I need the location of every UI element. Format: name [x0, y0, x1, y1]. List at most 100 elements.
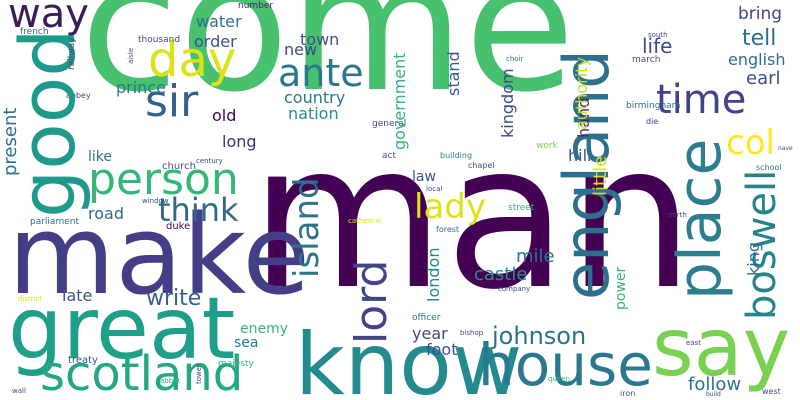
word-window: window	[142, 197, 169, 205]
word-old: old	[212, 106, 237, 125]
word-wall: wall	[12, 387, 26, 395]
word-long: long	[222, 132, 257, 151]
word-life: life	[642, 34, 673, 58]
word-number: number	[238, 1, 274, 11]
word-stand: stand	[444, 51, 463, 96]
word-aisle: aisle	[127, 47, 135, 64]
word-bishop: bishop	[460, 329, 484, 337]
word-duke: duke	[166, 221, 191, 232]
word-french: french	[20, 27, 49, 37]
word-road: road	[88, 204, 124, 223]
word-sea: sea	[234, 335, 259, 351]
word-english: english	[728, 50, 786, 69]
word-foot: foot	[426, 340, 458, 359]
word-place: place	[665, 138, 735, 300]
word-kingdom: kingdom	[498, 68, 517, 138]
word-think: think	[158, 191, 239, 229]
word-act: act	[382, 151, 396, 161]
word-day: day	[148, 32, 237, 88]
word-late: late	[62, 286, 93, 305]
word-tower: tower	[195, 364, 203, 384]
word-abbey: abbey	[66, 91, 91, 100]
word-lady: lady	[414, 187, 486, 227]
word-die: die	[646, 117, 659, 126]
word-chapel: chapel	[468, 161, 495, 170]
word-power: power	[613, 266, 629, 310]
word-bring: bring	[738, 4, 783, 24]
word-col: col	[726, 123, 775, 163]
word-company: company	[498, 285, 531, 293]
word-local: local	[426, 185, 443, 193]
word-iron: iron	[620, 389, 636, 398]
word-church: church	[162, 161, 196, 172]
word-queen: queen	[548, 375, 570, 383]
word-great: great	[8, 279, 236, 379]
word-abbot: abbot	[160, 377, 181, 385]
word-sir: sir	[145, 76, 199, 127]
word-nation: nation	[288, 104, 339, 123]
word-forest: forest	[436, 225, 460, 234]
word-new: new	[284, 40, 318, 59]
word-order: order	[194, 32, 237, 51]
word-parliament: parliament	[30, 217, 79, 227]
word-march: march	[632, 55, 661, 65]
word-treaty: treaty	[68, 355, 98, 366]
word-like: like	[88, 149, 113, 165]
word-choir: choir	[506, 55, 524, 63]
word-earl: earl	[746, 68, 781, 89]
word-town: town	[300, 30, 340, 49]
word-work: work	[536, 141, 558, 151]
word-year: year	[412, 324, 448, 343]
word-west: west	[762, 387, 781, 396]
word-law: law	[412, 169, 436, 185]
word-ante: ante	[278, 51, 364, 95]
word-say: say	[652, 301, 791, 394]
word-railway: railway	[67, 37, 77, 70]
word-government: government	[390, 52, 409, 150]
word-majesty: majesty	[218, 359, 254, 369]
word-scotland: scotland	[40, 346, 244, 400]
word-street: street	[508, 203, 535, 213]
word-build: build	[706, 391, 721, 398]
word-cathedral: cathedral	[348, 217, 382, 225]
word-century: century	[196, 157, 223, 165]
word-lord: lord	[346, 259, 397, 344]
word-prince: prince	[116, 78, 166, 97]
word-nave: nave	[778, 145, 793, 152]
word-south: south	[648, 31, 668, 39]
word-johnson: johnson	[492, 322, 587, 350]
word-building: building	[440, 151, 473, 160]
word-general: general	[372, 119, 407, 129]
word-castle: castle	[474, 264, 528, 285]
word-way: way	[8, 0, 89, 37]
word-house: house	[478, 331, 653, 399]
word-birmingham: birmingham	[626, 101, 681, 111]
word-come: come	[80, 0, 576, 132]
word-east: east	[686, 339, 701, 347]
word-hill: hill	[568, 146, 592, 165]
word-water: water	[196, 12, 242, 31]
word-officer: officer	[412, 313, 441, 323]
word-know: know	[295, 315, 523, 400]
word-authority: authority	[572, 57, 591, 130]
word-tell: tell	[742, 26, 777, 51]
word-district: district	[18, 295, 43, 303]
word-enemy: enemy	[240, 321, 289, 337]
word-follow: follow	[688, 374, 742, 395]
word-school: school	[756, 163, 782, 172]
word-mile: mile	[516, 246, 555, 267]
word-make: make	[8, 191, 311, 319]
word-present: present	[0, 107, 21, 176]
word-write: write	[146, 286, 202, 311]
word-little: little	[590, 155, 611, 196]
word-london: london	[424, 247, 443, 302]
word-island: island	[287, 177, 327, 278]
word-time: time	[656, 77, 747, 123]
word-man: man	[250, 101, 695, 334]
word-country: country	[284, 88, 346, 107]
word-thousand: thousand	[138, 35, 181, 45]
word-north: north	[668, 211, 687, 219]
word-person: person	[88, 154, 239, 205]
word-king: king	[744, 241, 763, 276]
